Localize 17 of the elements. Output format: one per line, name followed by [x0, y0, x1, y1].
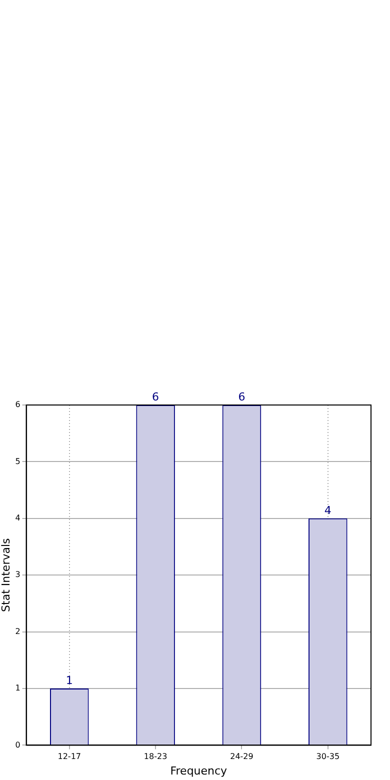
x-tick-label: 12-17	[58, 752, 82, 762]
data-label: 4	[324, 504, 332, 517]
y-tick-label: 2	[15, 626, 20, 636]
x-tick-label: 18-23	[144, 752, 168, 762]
y-tick-label: 0	[15, 740, 20, 750]
x-tick-label: 30-35	[316, 752, 340, 762]
y-tick-label: 3	[15, 570, 20, 580]
y-tick-label: 6	[15, 400, 20, 410]
y-tick-label: 4	[15, 513, 20, 522]
x-tick-label: 24-29	[230, 752, 254, 762]
data-label: 6	[152, 390, 160, 404]
data-label: 1	[66, 674, 73, 687]
x-axis-title: Frequency	[170, 764, 228, 778]
y-tick-label: 5	[15, 456, 20, 466]
y-tick-label: 1	[15, 684, 20, 693]
data-label: 6	[238, 390, 246, 404]
y-axis-title: Stat Intervals	[0, 538, 12, 612]
